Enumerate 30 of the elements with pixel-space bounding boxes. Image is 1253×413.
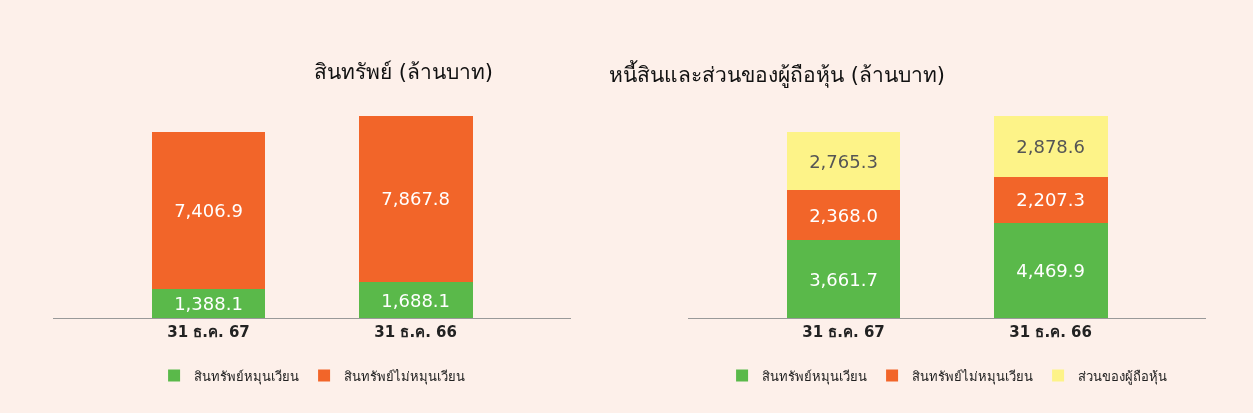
legend-label: สินทรัพย์ไม่หมุนเวียน — [344, 368, 466, 385]
bar — [151, 131, 266, 289]
data-label: 2,878.6 — [1016, 135, 1086, 157]
data-label: 3,661.7 — [809, 268, 878, 290]
data-label: 4,469.9 — [1016, 260, 1086, 282]
data-label: 7,867.8 — [381, 188, 451, 210]
data-label: 1,688.1 — [381, 289, 451, 311]
bar — [358, 282, 473, 318]
bar — [358, 115, 473, 283]
data-label: 1,388.1 — [174, 292, 243, 314]
x-tick-label: 31 ธ.ค. 67 — [802, 323, 885, 341]
bar — [993, 115, 1108, 177]
bar — [993, 176, 1108, 224]
x-tick-label: 31 ธ.ค. 67 — [167, 323, 250, 341]
bar — [786, 240, 901, 318]
data-label: 2,368.0 — [809, 204, 878, 226]
bar — [786, 190, 901, 241]
legend-label: สินทรัพย์หมุนเวียน — [762, 368, 868, 385]
bar — [786, 131, 901, 191]
data-label: 2,207.3 — [1016, 189, 1086, 211]
chart-title: สินทรัพย์ (ล้านบาท) — [314, 60, 494, 84]
data-label: 2,765.3 — [809, 150, 878, 172]
legend-label: สินทรัพย์ไม่หมุนเวียน — [912, 368, 1034, 385]
x-tick-label: 31 ธ.ค. 66 — [374, 323, 457, 341]
data-label: 7,406.9 — [174, 199, 243, 221]
legend-label: ส่วนของผู้ถือหุ้น — [1078, 368, 1168, 385]
bar — [993, 223, 1108, 318]
legend-label: สินทรัพย์หมุนเวียน — [194, 368, 300, 385]
chart-title: หนี้สินและส่วนของผู้ถือหุ้น (ล้านบาท) — [609, 60, 946, 88]
x-tick-label: 31 ธ.ค. 66 — [1009, 323, 1092, 341]
